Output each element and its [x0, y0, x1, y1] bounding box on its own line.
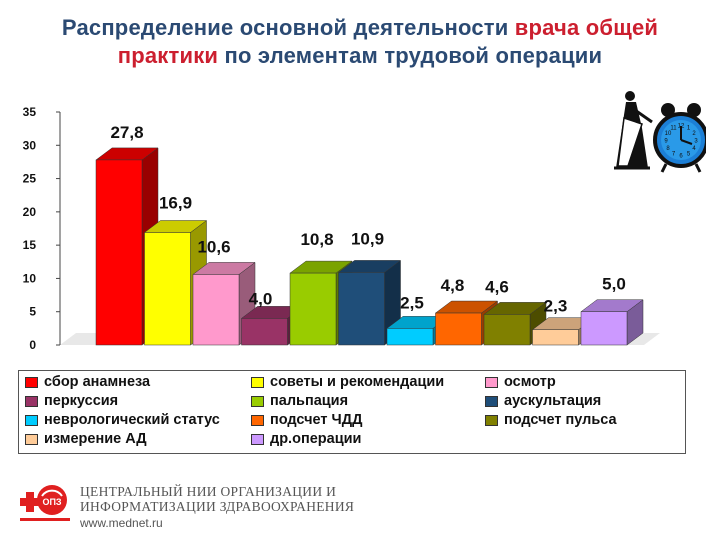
clock-numeral: 5 [687, 151, 691, 157]
legend-label: подсчет пульса [504, 412, 617, 428]
legend-swatch [485, 414, 498, 426]
clock-numeral: 8 [666, 146, 670, 152]
bar-front [483, 314, 531, 346]
y-tick-label: 15 [23, 238, 37, 252]
legend-swatch [251, 414, 264, 426]
legend-item: аускультация [485, 393, 601, 409]
data-label: 10,9 [351, 229, 384, 248]
bar-front [95, 159, 143, 346]
legend-label: советы и рекомендации [270, 374, 445, 390]
y-tick-label: 35 [23, 105, 37, 119]
legend-swatch [251, 395, 264, 407]
clock-numeral: 3 [694, 139, 698, 145]
clock-numeral: 4 [692, 146, 696, 152]
clock-numeral: 10 [665, 131, 672, 137]
legend-label: подсчет ЧДД [270, 412, 363, 428]
clock-numeral: 1 [687, 126, 691, 132]
bar-front [241, 318, 288, 346]
legend-swatch [251, 376, 264, 388]
legend-swatch [25, 376, 38, 388]
bar-11 [580, 299, 644, 346]
clock-numeral: 11 [670, 126, 677, 132]
legend-item: подсчет пульса [485, 412, 617, 428]
website-url[interactable]: www.mednet.ru [80, 516, 163, 530]
legend-label: осмотр [504, 374, 556, 390]
bar-front [338, 272, 385, 346]
title-part2: по элементам трудовой операции [218, 43, 603, 68]
logo-text: ОПЗ [42, 497, 61, 507]
legend-label: неврологический статус [44, 412, 220, 428]
bar-6 [337, 259, 402, 346]
data-label: 5,0 [602, 275, 626, 294]
data-label: 4,8 [441, 276, 465, 295]
legend-item: пальпация [251, 393, 348, 409]
bar-front [532, 329, 579, 346]
bar-front [192, 274, 240, 346]
title-highlight-2: практики [117, 43, 219, 68]
legend-label: пальпация [270, 393, 349, 409]
org-line-1: ЦЕНТРАЛЬНЫЙ НИИ ОРГАНИЗАЦИИ И [80, 484, 337, 499]
legend-item: советы и рекомендации [251, 374, 444, 390]
legend-label: аускультация [504, 393, 602, 409]
legend-item: осмотр [485, 374, 556, 390]
legend-label: сбор анамнеза [44, 374, 151, 390]
bar-chart: 0 5 10 15 20 25 30 35 27,8 16,9 10,6 4,0 10,8 10,9 2,5… [23, 105, 660, 352]
legend-label: перкуссия [44, 393, 119, 409]
clock-numeral: 9 [664, 139, 668, 145]
org-line-2: ИНФОРМАТИЗАЦИИ ЗДРАВООХРАНЕНИЯ [80, 499, 355, 514]
bar-front [435, 312, 482, 346]
legend-swatch [485, 376, 498, 388]
clock-numeral: 6 [679, 154, 683, 160]
legend-swatch [25, 414, 38, 426]
legend-item: сбор анамнеза [25, 374, 150, 390]
legend-item: перкуссия [25, 393, 118, 409]
data-label: 2,3 [544, 297, 568, 316]
data-label: 10,6 [197, 237, 230, 256]
data-label: 2,5 [400, 293, 424, 312]
legend-item: неврологический статус [25, 412, 220, 428]
chart-legend: сбор анамнеза советы и рекомендации осмотр… [18, 370, 686, 454]
y-tick-label: 20 [23, 205, 37, 219]
legend-item: подсчет ЧДД [251, 412, 362, 428]
clock-figure-illustration: 12 1 2 3 4 5 6 7 8 9 10 11 [606, 88, 709, 193]
legend-swatch [251, 433, 264, 445]
legend-swatch [25, 395, 38, 407]
legend-swatch [485, 395, 498, 407]
data-label: 4,0 [249, 289, 273, 308]
legend-label: измерение АД [44, 431, 147, 447]
data-label: 16,9 [159, 193, 192, 212]
y-tick-label: 0 [29, 338, 36, 352]
legend-item: измерение АД [25, 431, 147, 447]
clock-numeral: 7 [672, 151, 676, 157]
y-tick-label: 10 [23, 271, 37, 285]
bar-front [289, 272, 337, 346]
y-tick-label: 5 [29, 305, 36, 319]
data-label: 27,8 [110, 123, 143, 142]
data-label: 4,6 [485, 277, 509, 296]
bar-front [144, 232, 191, 346]
institute-logo: ОПЗ [14, 478, 74, 539]
title-part1: Распределение основной деятельности [61, 15, 515, 40]
legend-label: др.операции [270, 431, 362, 447]
title-highlight-1: врача общей [514, 15, 659, 40]
legend-item: др.операции [251, 431, 361, 447]
clock-numeral: 2 [692, 131, 696, 137]
bar-front [386, 328, 434, 346]
y-tick-label: 30 [23, 138, 37, 152]
clock-numeral: 12 [678, 124, 685, 130]
organization-name: ЦЕНТРАЛЬНЫЙ НИИ ОРГАНИЗАЦИИ И ИНФОРМАТИЗ… [80, 484, 354, 514]
y-tick-label: 25 [23, 172, 37, 186]
data-label: 10,8 [300, 230, 333, 249]
legend-swatch [25, 433, 38, 445]
bar-front [580, 311, 628, 346]
page-title: Распределение основной деятельности врач… [0, 14, 720, 70]
